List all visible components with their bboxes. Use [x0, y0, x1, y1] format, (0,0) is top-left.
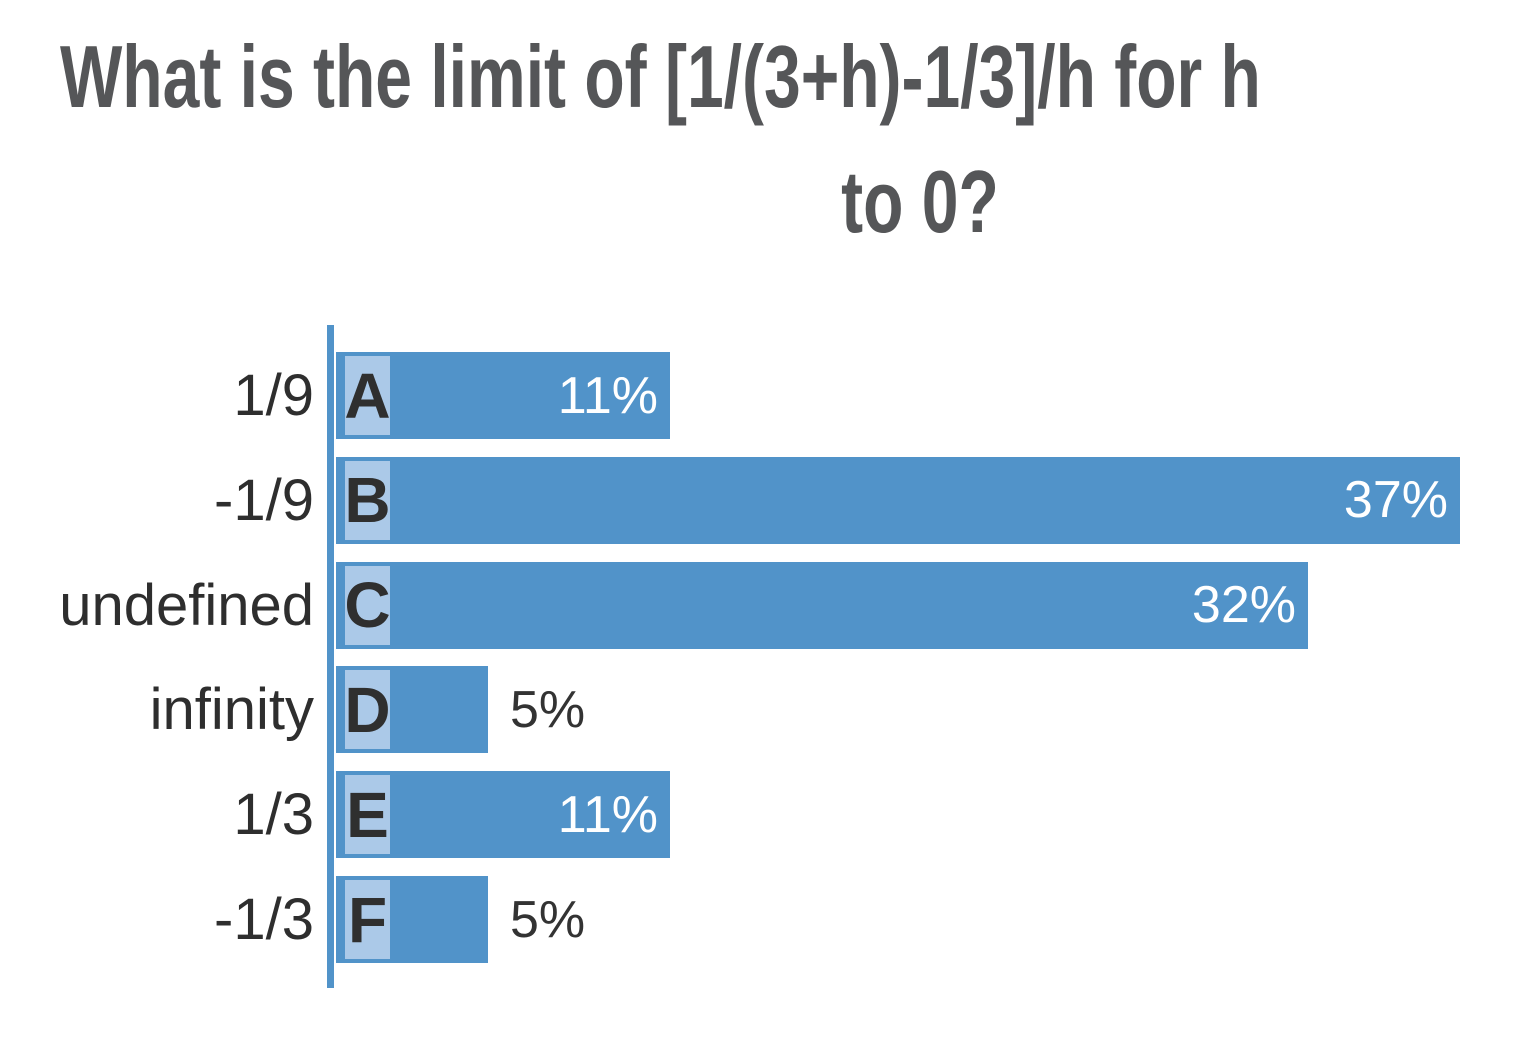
result-bar: B 37% 37%	[336, 456, 1460, 544]
answer-label: undefined	[59, 572, 314, 638]
percentage-label: 11%	[557, 366, 658, 425]
question-title-line-1: What is the limit of [1/(3+h)-1/3]/h for…	[60, 27, 1261, 126]
bar-row: 1/3 E 11% 11%	[0, 771, 1539, 859]
result-bar: F 5% 5%	[336, 876, 585, 963]
chart-axis-line	[327, 325, 334, 988]
result-bar: A 11% 11%	[336, 352, 670, 439]
choice-letter-chip: D	[344, 670, 391, 750]
result-bar: E 11% 11%	[336, 771, 670, 859]
percentage-label: 37%	[1343, 471, 1448, 530]
choice-letter-chip: C	[344, 565, 391, 645]
result-bar: C 32% 32%	[336, 561, 1308, 649]
answer-label: 1/3	[233, 782, 314, 848]
percentage-label: 5%	[510, 890, 586, 949]
choice-letter-chip: F	[345, 880, 390, 959]
bar-row: undefined C 32% 32%	[0, 561, 1539, 649]
answer-label: 1/9	[233, 363, 314, 428]
bar-row: infinity D 5% 5%	[0, 666, 1539, 754]
choice-letter-chip: A	[344, 356, 391, 435]
percentage-label: 5%	[510, 680, 586, 739]
bar-row: 1/9 A 11% 11%	[0, 352, 1539, 439]
answer-label: -1/3	[214, 887, 314, 952]
percentage-label: 32%	[1191, 576, 1296, 635]
percentage-label: 11%	[557, 785, 658, 844]
choice-letter-chip: E	[345, 775, 390, 855]
answer-label: infinity	[149, 677, 314, 743]
bar-row: -1/3 F 5% 5%	[0, 876, 1539, 963]
bar-row: -1/9 B 37% 37%	[0, 456, 1539, 544]
result-bar: D 5% 5%	[336, 666, 585, 754]
question-title-line-2: to 0?	[841, 152, 999, 251]
answer-label: -1/9	[214, 467, 314, 533]
choice-letter-chip: B	[344, 460, 391, 540]
